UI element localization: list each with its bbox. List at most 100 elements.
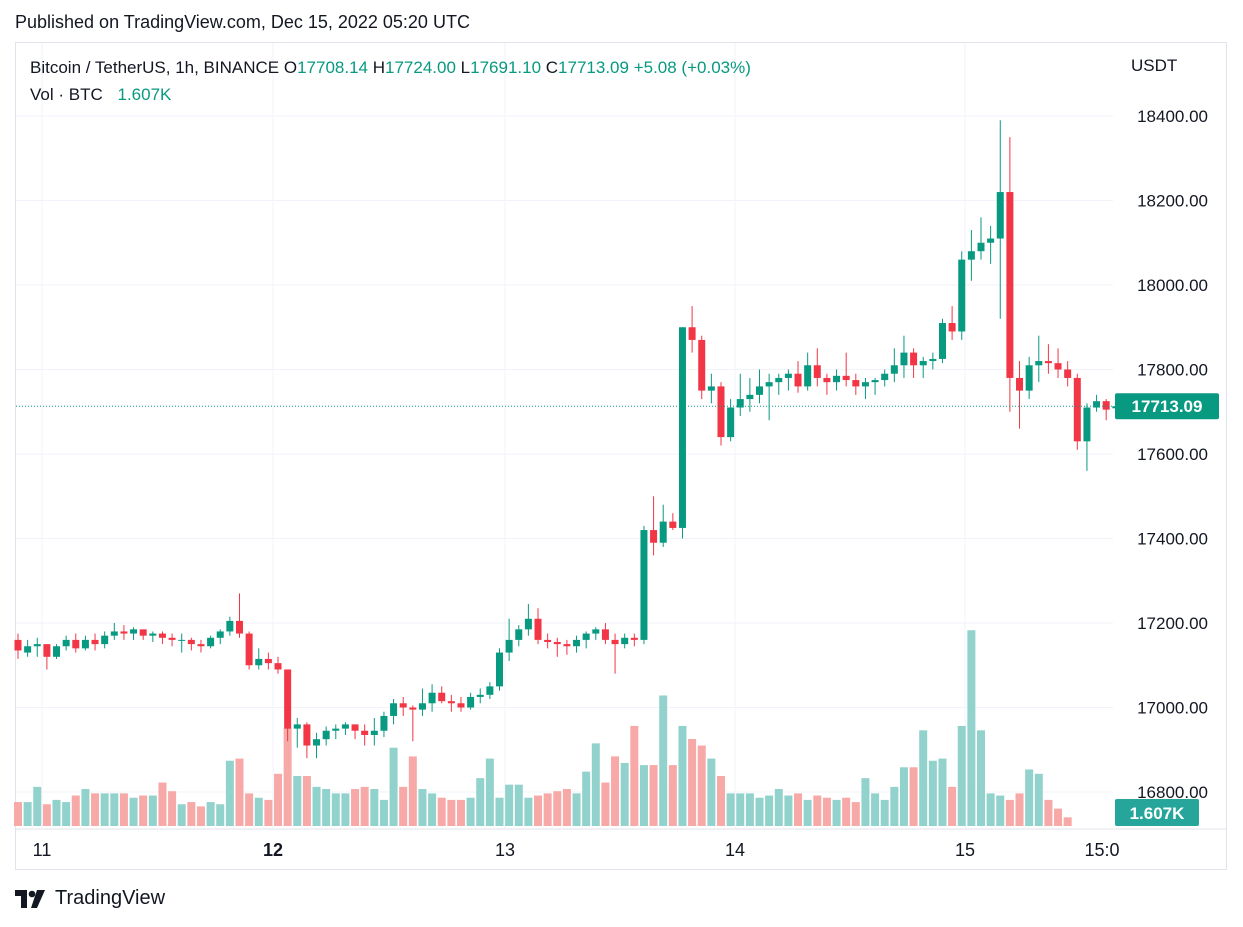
volume-bar bbox=[639, 765, 648, 826]
candle bbox=[948, 306, 956, 340]
volume-bar bbox=[745, 793, 754, 826]
candle-body bbox=[1016, 377, 1024, 391]
candle-body bbox=[987, 238, 995, 243]
candle-body bbox=[110, 631, 118, 636]
candle bbox=[130, 627, 138, 640]
candle-body bbox=[842, 375, 850, 381]
volume-bar bbox=[553, 791, 562, 826]
low-label: L bbox=[460, 58, 471, 77]
candle-body bbox=[524, 618, 532, 630]
candle bbox=[428, 684, 436, 712]
volume-bar bbox=[23, 802, 32, 826]
candle-body bbox=[871, 380, 879, 383]
candle-body bbox=[428, 692, 436, 704]
volume-bar bbox=[408, 756, 417, 826]
volume-bar bbox=[168, 791, 177, 826]
volume-bar bbox=[562, 789, 571, 826]
volume-bar bbox=[418, 789, 427, 826]
candle bbox=[409, 705, 417, 742]
footer-brand[interactable]: TradingView bbox=[15, 887, 165, 910]
volume-bar bbox=[389, 747, 398, 826]
volume-bar bbox=[832, 799, 841, 826]
volume-bar bbox=[476, 778, 485, 826]
volume-bar bbox=[851, 802, 860, 826]
volume-bar bbox=[899, 767, 908, 826]
open-label: O bbox=[283, 58, 298, 77]
volume-bar bbox=[437, 797, 446, 826]
candle-body bbox=[678, 327, 686, 528]
volume-legend: Vol · BTC 1.607K bbox=[30, 85, 171, 105]
candle-body bbox=[813, 365, 821, 378]
volume-bar bbox=[245, 793, 254, 826]
candle-body bbox=[361, 730, 369, 735]
published-caption: Published on TradingView.com, Dec 15, 20… bbox=[15, 12, 470, 32]
volume-bar bbox=[880, 799, 889, 826]
candle bbox=[833, 369, 841, 391]
candle-body bbox=[890, 365, 898, 374]
candle-body bbox=[727, 407, 735, 438]
volume-bar bbox=[986, 793, 995, 826]
time-tick-label: 11 bbox=[33, 840, 52, 860]
candle bbox=[794, 361, 802, 393]
candle-body bbox=[1083, 407, 1091, 442]
candle bbox=[573, 635, 581, 653]
candle bbox=[601, 623, 609, 645]
candle-body bbox=[1044, 361, 1052, 364]
candle-body bbox=[881, 373, 889, 381]
candle-body bbox=[804, 365, 812, 387]
candle-body bbox=[852, 380, 860, 387]
last-price-label: 17713.09 bbox=[1132, 397, 1203, 416]
candle-body bbox=[457, 703, 465, 708]
candle-body bbox=[62, 639, 70, 647]
price-axis: 18400.00 18200.00 18000.00 17800.00 17600.00… bbox=[1131, 56, 1208, 802]
candle-body bbox=[467, 696, 475, 708]
volume-bar bbox=[302, 775, 311, 826]
volume-bar bbox=[399, 786, 408, 826]
candle bbox=[756, 369, 764, 404]
candle-body bbox=[640, 530, 648, 640]
volume-bar bbox=[293, 775, 302, 826]
candle-body bbox=[996, 192, 1004, 239]
candle bbox=[284, 669, 292, 742]
candle bbox=[380, 711, 388, 738]
candle-body bbox=[938, 323, 946, 359]
price-tick-label: 18400.00 bbox=[1137, 107, 1208, 126]
price-tick-label: 18000.00 bbox=[1137, 276, 1208, 295]
candle bbox=[938, 318, 946, 364]
candle bbox=[139, 629, 147, 640]
candle-body bbox=[91, 639, 99, 645]
candle-body bbox=[284, 669, 292, 729]
volume-bar bbox=[1015, 793, 1024, 826]
volume-bar bbox=[254, 797, 263, 826]
candle bbox=[313, 732, 321, 759]
candle bbox=[361, 724, 369, 746]
candle bbox=[1006, 137, 1014, 412]
volume-bar bbox=[928, 760, 937, 826]
volume-bar bbox=[283, 728, 292, 826]
candle-body bbox=[573, 639, 581, 647]
candle bbox=[582, 631, 590, 649]
candle bbox=[852, 373, 860, 395]
candle-body bbox=[592, 629, 600, 634]
symbol-label[interactable]: Bitcoin / TetherUS, 1h, BINANCE bbox=[30, 58, 280, 77]
volume-bar bbox=[158, 782, 167, 826]
candle-body bbox=[1025, 365, 1033, 391]
chart-frame bbox=[15, 42, 1227, 870]
candle bbox=[110, 623, 118, 640]
time-tick-label: 15 bbox=[955, 840, 975, 860]
volume-bar bbox=[264, 799, 273, 826]
candle-body bbox=[332, 728, 340, 731]
candle-body bbox=[669, 521, 677, 528]
candle bbox=[621, 633, 629, 649]
volume-bar bbox=[466, 797, 475, 826]
candle-body bbox=[582, 633, 590, 640]
volume-bar bbox=[505, 784, 514, 826]
volume-label[interactable]: Vol · BTC bbox=[30, 85, 103, 104]
candle-body bbox=[274, 663, 282, 670]
volume-bar bbox=[871, 793, 880, 826]
volume-bar bbox=[948, 786, 957, 826]
candle-body bbox=[717, 386, 725, 438]
candle-body bbox=[929, 358, 937, 362]
candle-body bbox=[447, 701, 455, 704]
